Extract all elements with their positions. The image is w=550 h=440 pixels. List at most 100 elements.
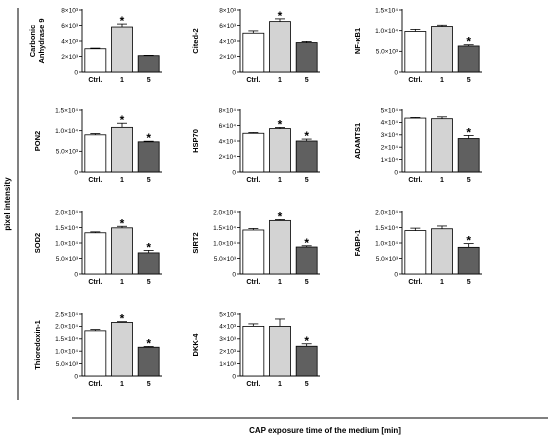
bar: [295, 345, 318, 377]
y-tick-label: 2.0×10⁴: [55, 324, 78, 331]
y-tick-label: 1.5×10⁴: [55, 225, 78, 232]
y-tick-label: 5×10³: [219, 311, 237, 318]
bar: [269, 128, 291, 173]
bar: [431, 118, 453, 173]
panel: SOD2 0 5.0×10³ 1.0×10⁴ 1.5×10⁴ 2.0×10⁴ Ctrl. * 1…: [33, 209, 162, 286]
bar: [404, 230, 427, 275]
y-tick-label: 0: [394, 169, 398, 176]
y-tick-label: 1.5×10⁴: [213, 225, 236, 232]
significance-marker: *: [466, 234, 471, 248]
y-tick-label: 2×10⁴: [381, 145, 399, 152]
y-tick-label: 2×10⁴: [219, 154, 237, 161]
x-category-label: 5: [467, 177, 471, 184]
panel: HSP70 0 2×10⁴ 4×10⁴ 6×10⁴ 8×10⁴ Ctrl. * 1 * 5: [191, 107, 320, 184]
y-tick-label: 4×10³: [219, 324, 237, 331]
significance-marker: *: [120, 216, 125, 230]
y-tick-label: 3×10³: [219, 336, 237, 343]
x-category-label: Ctrl.: [408, 279, 422, 286]
bar: [84, 134, 107, 173]
y-tick-label: 1.5×10⁴: [55, 336, 78, 343]
y-tick-label: 5.0×10³: [214, 256, 237, 263]
y-tick-label: 2.0×10⁴: [375, 209, 398, 216]
y-tick-label: 2.5×10⁴: [55, 311, 78, 318]
x-category-label: 1: [440, 77, 444, 84]
bar: [111, 126, 133, 173]
y-tick-label: 1.5×10⁴: [55, 107, 78, 114]
y-tick-label: 0: [394, 271, 398, 278]
panel: Thioredoxin-1 0 5.0×10³ 1.0×10⁴ 1.5×10⁴ 2.0×1…: [33, 311, 162, 388]
bar: [457, 138, 480, 173]
bar: [137, 55, 160, 73]
y-axis-title: pixel intensity: [3, 177, 12, 231]
x-category-label: 1: [278, 279, 282, 286]
significance-marker: *: [146, 131, 151, 145]
y-tick-label: 8×10³: [219, 7, 237, 14]
y-tick-label: 5×10⁴: [381, 107, 399, 114]
significance-marker: *: [304, 129, 309, 143]
x-category-label: Ctrl.: [88, 279, 102, 286]
panel: DKK-4 0 1×10³ 2×10³ 3×10³ 4×10³ 5×10³ Ctrl. 1 * 5: [191, 311, 320, 388]
bar: [242, 132, 265, 173]
x-category-label: 5: [147, 177, 151, 184]
y-label: PON2: [33, 131, 42, 151]
y-tick-label: 0: [74, 271, 78, 278]
bar: [269, 325, 291, 377]
y-tick-label: 4×10³: [219, 38, 237, 45]
bar: [457, 45, 480, 73]
bar: [111, 227, 133, 275]
bar: [111, 26, 133, 73]
x-category-label: 1: [120, 77, 124, 84]
panel: SIRT2 0 5.0×10³ 1.0×10⁴ 1.5×10⁴ 2.0×10⁴ Ctrl. *…: [191, 209, 320, 286]
panel: ADAMTS1 0 1×10⁴ 2×10⁴ 3×10⁴ 4×10⁴ 5×10⁴ Ctrl. 1 *…: [353, 107, 482, 184]
significance-marker: *: [278, 9, 283, 23]
y-label: SIRT2: [191, 232, 200, 253]
panel: NF-κB1 0 5.0×10³ 1.0×10⁴ 1.5×10⁴ Ctrl. 1 * 5: [353, 7, 482, 84]
bar: [295, 42, 318, 73]
y-label: DKK-4: [191, 333, 200, 357]
bar: [242, 325, 265, 377]
bar: [295, 140, 318, 173]
y-tick-label: 1.0×10⁴: [55, 128, 78, 135]
significance-marker: *: [304, 334, 309, 348]
significance-marker: *: [466, 35, 471, 49]
x-category-label: 1: [440, 177, 444, 184]
bar: [111, 322, 133, 377]
x-category-label: 5: [305, 177, 309, 184]
y-tick-label: 0: [232, 69, 236, 76]
x-category-label: Ctrl.: [408, 177, 422, 184]
significance-marker: *: [146, 336, 151, 350]
significance-marker: *: [278, 117, 283, 131]
bar: [404, 117, 427, 173]
x-category-label: Ctrl.: [88, 177, 102, 184]
y-label: Cited-2: [191, 28, 200, 53]
bar: [137, 141, 160, 173]
panel: FABP-1 0 5.0×10³ 1.0×10⁴ 1.5×10⁴ 2.0×10⁴ Ctrl.…: [353, 209, 482, 286]
bar: [269, 21, 291, 73]
y-label: FABP-1: [353, 230, 362, 257]
x-category-label: Ctrl.: [246, 177, 260, 184]
x-category-label: Ctrl.: [88, 77, 102, 84]
y-tick-label: 2.0×10⁴: [213, 209, 236, 216]
y-tick-label: 6×10³: [61, 23, 79, 30]
x-category-label: Ctrl.: [246, 381, 260, 388]
y-label: Anhydrase 9: [37, 18, 46, 63]
y-tick-label: 1.0×10⁴: [55, 240, 78, 247]
y-tick-label: 2.0×10⁴: [55, 209, 78, 216]
significance-marker: *: [466, 125, 471, 139]
y-tick-label: 0: [232, 169, 236, 176]
x-category-label: 1: [440, 279, 444, 286]
bar: [84, 232, 107, 275]
bar: [137, 252, 160, 275]
y-tick-label: 8×10³: [61, 7, 79, 14]
bar: [137, 346, 160, 377]
y-label: Carbonic: [28, 25, 37, 58]
y-tick-label: 4×10⁴: [219, 138, 237, 145]
x-category-label: 5: [147, 77, 151, 84]
y-tick-label: 6×10⁴: [219, 123, 237, 130]
y-tick-label: 1.5×10⁴: [375, 225, 398, 232]
x-category-label: 5: [305, 279, 309, 286]
x-category-label: Ctrl.: [408, 77, 422, 84]
bar: [269, 219, 291, 275]
significance-marker: *: [304, 236, 309, 250]
